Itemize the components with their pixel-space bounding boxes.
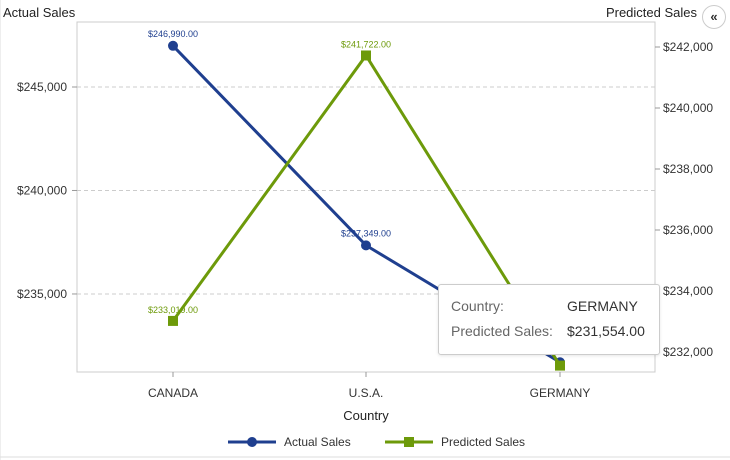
y-right-tick-label: $240,000: [663, 101, 713, 115]
data-label: $246,990.00: [148, 29, 198, 39]
data-point: [168, 315, 178, 326]
x-axis-title: Country: [343, 408, 389, 423]
y-right-tick-label: $238,000: [663, 162, 713, 176]
data-point: [168, 40, 178, 51]
x-tick-label: CANADA: [148, 386, 198, 400]
tooltip-sales-value: $231,554.00: [567, 323, 645, 339]
y-left-tick-label: $245,000: [17, 80, 67, 94]
y-left-axis-title: Actual Sales: [3, 5, 76, 20]
y-right-tick-label: $242,000: [663, 40, 713, 54]
double-chevron-left-icon[interactable]: «: [702, 5, 726, 29]
x-tick-label: GERMANY: [530, 386, 591, 400]
y-left-tick-label: $235,000: [17, 287, 67, 301]
legend-label: Predicted Sales: [441, 435, 525, 449]
tooltip-country-label: Country:: [451, 298, 504, 314]
data-point: [555, 360, 565, 371]
data-label: $241,722.00: [341, 39, 391, 49]
data-point: [361, 50, 371, 61]
y-left-tick-label: $240,000: [17, 183, 67, 197]
legend-label: Actual Sales: [284, 435, 351, 449]
legend-marker: [404, 437, 414, 447]
y-right-axis-title: Predicted Sales: [606, 5, 698, 20]
data-label: $233,019.00: [148, 305, 198, 315]
legend-marker: [247, 437, 257, 447]
data-point: [361, 240, 371, 251]
y-right-tick-label: $234,000: [663, 284, 713, 298]
tooltip-sales-label: Predicted Sales:: [451, 323, 553, 339]
y-right-tick-label: $236,000: [663, 223, 713, 237]
y-right-tick-label: $232,000: [663, 345, 713, 359]
tooltip-country-value: GERMANY: [567, 298, 638, 314]
data-label: $237,349.00: [341, 228, 391, 238]
tooltip: Country: GERMANY Predicted Sales: $231,5…: [438, 284, 660, 355]
x-tick-label: U.S.A.: [349, 386, 384, 400]
